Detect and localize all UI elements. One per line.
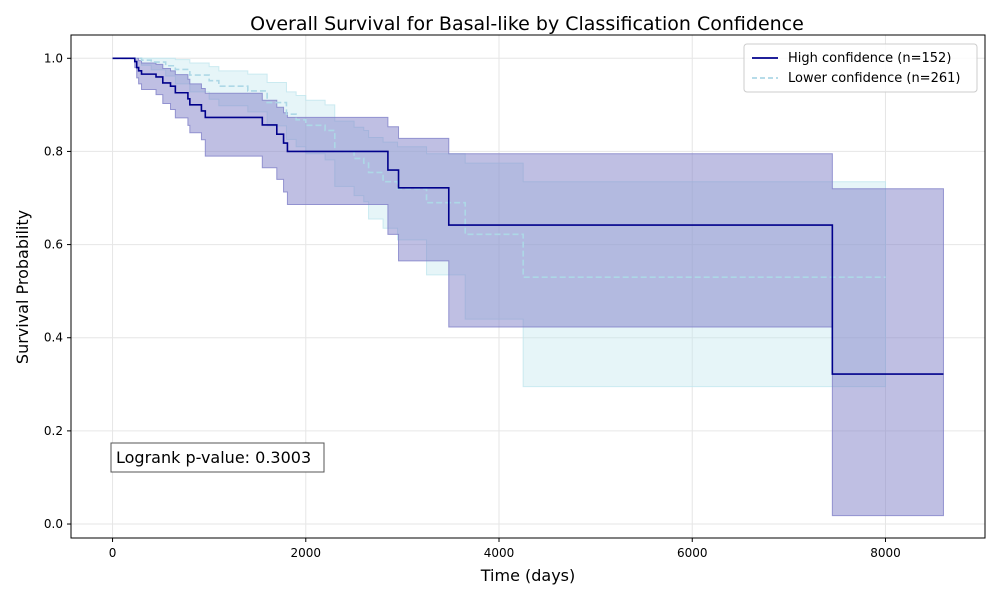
x-axis-ticks: 0 2000 4000 6000 8000 xyxy=(109,538,901,560)
x-axis-label: Time (days) xyxy=(480,566,576,585)
y-tick-label: 0.2 xyxy=(44,424,63,438)
ci-band-high-confidence xyxy=(112,57,944,517)
annotation-box-frame xyxy=(110,442,325,473)
y-axis-label: Survival Probability xyxy=(13,210,32,364)
y-axis-ticks: 0.0 0.2 0.4 0.6 0.8 1.0 xyxy=(44,51,71,531)
legend-frame xyxy=(743,43,978,93)
legend-label-high: High confidence (n=152) xyxy=(788,51,951,66)
y-tick-label: 0.4 xyxy=(44,331,63,345)
curve-high-confidence xyxy=(112,57,944,375)
y-tick-label: 0.8 xyxy=(44,144,63,158)
logrank-annotation: Logrank p-value: 0.3003 xyxy=(110,442,325,473)
survival-curves xyxy=(112,57,944,375)
chart-title: Overall Survival for Basal-like by Class… xyxy=(250,13,804,35)
y-tick-label: 0.0 xyxy=(44,517,63,531)
x-tick-label: 4000 xyxy=(484,546,515,560)
legend: High confidence (n=152) Lower confidence… xyxy=(743,43,978,93)
x-tick-label: 2000 xyxy=(291,546,322,560)
y-tick-label: 0.6 xyxy=(44,238,63,252)
plot-frame xyxy=(70,34,986,539)
y-tick-label: 1.0 xyxy=(44,51,63,65)
confidence-bands xyxy=(112,57,944,517)
x-tick-label: 6000 xyxy=(677,546,708,560)
x-tick-label: 8000 xyxy=(870,546,901,560)
x-tick-label: 0 xyxy=(109,546,117,560)
annotation-text: Logrank p-value: 0.3003 xyxy=(116,448,311,467)
curve-lower-confidence xyxy=(112,57,886,278)
legend-label-lower: Lower confidence (n=261) xyxy=(788,71,960,86)
